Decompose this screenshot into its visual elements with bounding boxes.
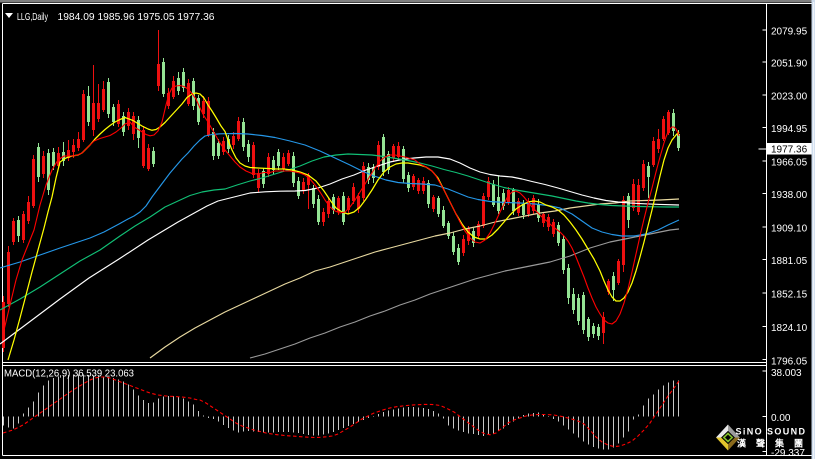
svg-text:-29.337: -29.337 bbox=[771, 448, 805, 459]
svg-text:0.00: 0.00 bbox=[771, 413, 791, 424]
svg-text:1796.05: 1796.05 bbox=[771, 356, 808, 367]
svg-text:MACD(12,26,9) 36.539 23.063: MACD(12,26,9) 36.539 23.063 bbox=[4, 368, 134, 380]
svg-text:1852.15: 1852.15 bbox=[771, 290, 808, 301]
svg-text:2051.90: 2051.90 bbox=[771, 59, 808, 70]
svg-text:1938.00: 1938.00 bbox=[771, 190, 808, 201]
svg-text:SiNO SOUND: SiNO SOUND bbox=[736, 427, 806, 437]
svg-text:38.003: 38.003 bbox=[771, 368, 802, 379]
svg-text:1881.05: 1881.05 bbox=[771, 256, 808, 267]
svg-text:1824.10: 1824.10 bbox=[771, 323, 808, 334]
svg-text:2023.00: 2023.00 bbox=[771, 92, 808, 103]
svg-text:1966.05: 1966.05 bbox=[771, 158, 808, 169]
svg-text:1994.95: 1994.95 bbox=[771, 124, 808, 135]
svg-text:1977.36: 1977.36 bbox=[771, 144, 808, 155]
svg-text:1909.10: 1909.10 bbox=[771, 224, 808, 235]
svg-text:2079.95: 2079.95 bbox=[771, 27, 808, 38]
svg-text:1984.09 1985.96 1975.05 1977.3: 1984.09 1985.96 1975.05 1977.36 bbox=[58, 11, 215, 23]
svg-text:LLG,Daily: LLG,Daily bbox=[17, 11, 48, 23]
